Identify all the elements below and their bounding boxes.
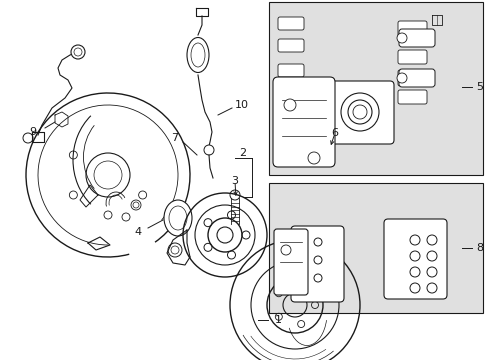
FancyBboxPatch shape <box>278 64 304 77</box>
Ellipse shape <box>169 206 186 230</box>
FancyBboxPatch shape <box>290 226 343 302</box>
Circle shape <box>313 274 321 282</box>
Circle shape <box>409 235 419 245</box>
Text: 6: 6 <box>331 128 338 138</box>
Text: 10: 10 <box>235 100 248 110</box>
Text: 4: 4 <box>134 227 141 237</box>
FancyBboxPatch shape <box>272 77 334 167</box>
Text: 8: 8 <box>475 243 483 253</box>
FancyBboxPatch shape <box>397 21 426 39</box>
Ellipse shape <box>191 43 204 67</box>
Circle shape <box>396 73 406 83</box>
Circle shape <box>426 283 436 293</box>
FancyBboxPatch shape <box>325 81 393 144</box>
Text: 9: 9 <box>29 127 37 137</box>
FancyBboxPatch shape <box>397 90 426 104</box>
Circle shape <box>396 33 406 43</box>
FancyBboxPatch shape <box>278 39 304 52</box>
Circle shape <box>284 99 295 111</box>
Bar <box>268 183 482 313</box>
Circle shape <box>426 251 436 261</box>
Circle shape <box>313 238 321 246</box>
Ellipse shape <box>186 37 208 72</box>
FancyBboxPatch shape <box>397 70 426 86</box>
Text: 5: 5 <box>475 82 483 92</box>
FancyBboxPatch shape <box>273 229 307 295</box>
FancyBboxPatch shape <box>398 69 434 87</box>
Text: 3: 3 <box>231 176 238 186</box>
Circle shape <box>203 145 214 155</box>
Text: 2: 2 <box>239 148 246 158</box>
Circle shape <box>71 45 85 59</box>
Bar <box>268 2 482 175</box>
Circle shape <box>409 251 419 261</box>
Ellipse shape <box>163 200 192 236</box>
FancyBboxPatch shape <box>383 219 446 299</box>
FancyBboxPatch shape <box>397 50 426 64</box>
FancyBboxPatch shape <box>278 17 304 30</box>
Circle shape <box>307 152 319 164</box>
Circle shape <box>426 235 436 245</box>
Circle shape <box>426 267 436 277</box>
Circle shape <box>409 267 419 277</box>
Text: 7: 7 <box>171 133 178 143</box>
Text: 1: 1 <box>274 315 281 325</box>
Circle shape <box>409 283 419 293</box>
Circle shape <box>281 245 290 255</box>
FancyBboxPatch shape <box>398 29 434 47</box>
Circle shape <box>313 256 321 264</box>
